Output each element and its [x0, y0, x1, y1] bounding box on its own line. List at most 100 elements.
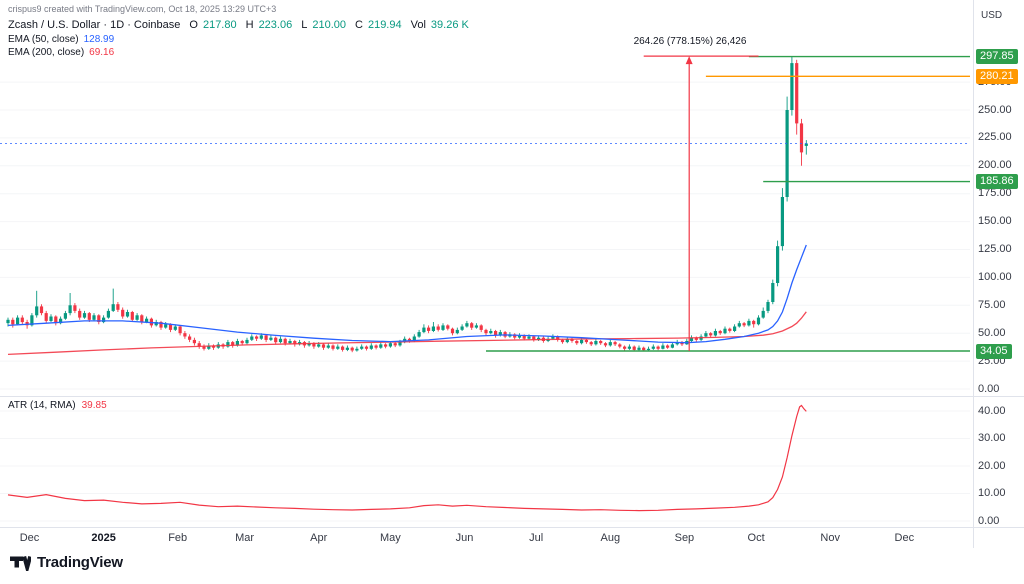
- candle-body: [656, 346, 660, 349]
- time-axis-label: Sep: [674, 532, 695, 544]
- time-axis[interactable]: Dec 2025 Feb Mar Apr May Jun Jul Aug Sep Oct Nov Dec: [0, 532, 973, 548]
- candle-body: [666, 345, 670, 348]
- candle-body: [589, 342, 593, 345]
- candle-body: [231, 342, 235, 346]
- price-tick-label: 0.00: [978, 382, 1000, 395]
- candle-body: [713, 331, 717, 336]
- candle-body: [642, 347, 646, 351]
- candle-body: [312, 343, 316, 347]
- candle-body: [288, 341, 292, 344]
- candle-body: [44, 313, 48, 321]
- candle-body: [704, 333, 708, 337]
- candle-body: [63, 313, 67, 319]
- atr-tick-label: 0.00: [978, 514, 1000, 527]
- candle-body: [240, 341, 244, 344]
- time-axis-label: Oct: [747, 532, 765, 544]
- candle-body: [355, 348, 359, 351]
- candle-body: [465, 323, 469, 327]
- candle-body: [245, 339, 249, 344]
- candle-body: [522, 335, 526, 339]
- price-tick-label: 50.00: [978, 326, 1006, 339]
- candle-body: [54, 316, 58, 324]
- candle-body: [709, 333, 713, 336]
- candle-body: [374, 345, 378, 348]
- open-label: O: [189, 19, 198, 31]
- candle-body: [613, 342, 617, 345]
- measure-annotation[interactable]: 264.26 (778.15%) 26,426: [633, 36, 747, 47]
- candle-body: [537, 337, 541, 340]
- volume-value: 39.26 K: [430, 19, 469, 31]
- candle-body: [737, 323, 741, 327]
- candle-body: [790, 63, 794, 110]
- candle-body: [341, 346, 345, 350]
- low-value: 210.00: [312, 19, 346, 31]
- candle-body: [776, 246, 780, 283]
- candle-body: [125, 312, 130, 317]
- candle-body: [35, 306, 39, 316]
- candle-body: [742, 323, 746, 326]
- candle-body: [637, 347, 641, 350]
- candle-body: [197, 343, 201, 347]
- close-value: 219.94: [367, 19, 402, 31]
- atr-legend: ATR (14, RMA) 39.85: [8, 400, 107, 411]
- price-tick-label: 125.00: [978, 243, 1012, 255]
- time-axis-label: Dec: [19, 532, 40, 544]
- candle-body: [517, 335, 522, 338]
- candle-body: [723, 328, 727, 334]
- candle-body: [479, 325, 483, 330]
- candle-body: [73, 305, 77, 311]
- currency-label: USD: [981, 10, 1003, 21]
- candle-body: [68, 305, 72, 314]
- time-axis-label: May: [380, 532, 401, 544]
- candle-body: [278, 338, 283, 343]
- atr-line: [7, 404, 807, 512]
- candle-body: [627, 346, 631, 349]
- candle-body: [603, 343, 608, 346]
- candle-body: [326, 345, 330, 348]
- symbol-title[interactable]: Zcash / U.S. Dollar · 1D · Coinbase: [8, 19, 181, 31]
- candle-body: [121, 309, 125, 317]
- high-value: 223.06: [258, 19, 293, 31]
- candle-body: [771, 283, 775, 302]
- time-axis-label: Mar: [235, 532, 255, 544]
- candles-layer: [6, 56, 808, 353]
- candle-body: [59, 318, 63, 324]
- candle-body: [556, 336, 560, 340]
- candle-body: [718, 331, 722, 334]
- time-axis-label: 2025: [91, 532, 116, 544]
- candle-body: [575, 341, 579, 344]
- candle-body: [202, 346, 206, 349]
- candle-body: [178, 326, 182, 334]
- candle-body: [670, 344, 674, 348]
- ema50-legend: EMA (50, close) 128.99: [8, 34, 114, 45]
- candle-body: [412, 336, 416, 341]
- price-level-badge: 280.21: [976, 68, 1018, 84]
- time-axis-label: Jul: [529, 532, 544, 544]
- candle-body: [384, 344, 388, 347]
- candle-body: [446, 325, 450, 329]
- candle-body: [379, 344, 383, 348]
- candle-body: [393, 343, 397, 346]
- candle-body: [11, 319, 15, 325]
- candle-body: [527, 336, 531, 339]
- ema50-label[interactable]: EMA (50, close): [8, 34, 79, 45]
- footer-brand[interactable]: TradingView: [10, 553, 123, 571]
- atr-label[interactable]: ATR (14, RMA): [8, 400, 76, 411]
- candle-body: [766, 302, 770, 311]
- time-axis-label: Aug: [600, 532, 621, 544]
- ema50-line: [7, 244, 807, 344]
- candle-body: [336, 346, 340, 349]
- candle-body: [92, 315, 96, 320]
- volume-label: Vol: [410, 19, 426, 31]
- candle-body: [570, 338, 574, 341]
- candle-body: [140, 315, 144, 322]
- candle-body: [489, 331, 493, 334]
- candle-body: [799, 123, 804, 153]
- ema200-label[interactable]: EMA (200, close): [8, 47, 85, 58]
- price-tick-label: 250.00: [978, 103, 1012, 116]
- candle-body: [747, 320, 751, 326]
- price-tick-label: 200.00: [978, 159, 1012, 172]
- candle-body: [661, 345, 665, 349]
